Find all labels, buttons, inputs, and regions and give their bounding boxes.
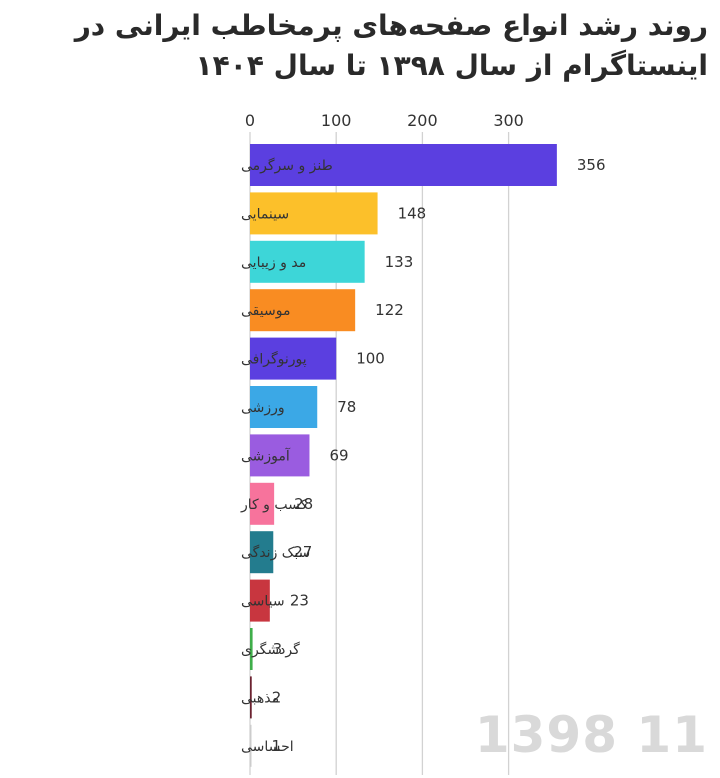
value-label: 23 bbox=[290, 592, 309, 610]
bar bbox=[250, 724, 252, 767]
bar bbox=[250, 386, 318, 428]
category-label: کسب و کار bbox=[240, 497, 308, 513]
category-label: سینمایی bbox=[241, 206, 289, 222]
category-label: مد و زیبایی bbox=[241, 255, 306, 271]
category-label: ورزشی bbox=[241, 400, 285, 416]
bar bbox=[250, 482, 275, 525]
value-label: 27 bbox=[293, 543, 312, 561]
value-label: 69 bbox=[329, 446, 348, 464]
category-label: موسیقی bbox=[241, 303, 290, 319]
value-label: 28 bbox=[294, 495, 313, 513]
bar bbox=[250, 676, 252, 719]
bar bbox=[250, 144, 557, 186]
bar bbox=[250, 192, 378, 235]
value-label: 356 bbox=[577, 156, 606, 174]
x-tick-label: 100 bbox=[321, 111, 352, 130]
bar bbox=[250, 434, 310, 477]
period-label: 1398 11 bbox=[474, 706, 708, 764]
bar bbox=[250, 337, 337, 380]
value-label: 100 bbox=[356, 350, 385, 368]
value-label: 3 bbox=[273, 640, 283, 658]
bar bbox=[250, 579, 270, 622]
value-label: 1 bbox=[272, 737, 282, 755]
bar bbox=[250, 240, 365, 283]
category-label: احساسی bbox=[241, 739, 294, 755]
category-label: سبک زندگی bbox=[241, 544, 310, 561]
value-label: 2 bbox=[272, 688, 282, 706]
x-tick-label: 200 bbox=[407, 111, 438, 130]
category-label: آموزشی bbox=[241, 447, 291, 464]
category-label: گردشگری bbox=[241, 641, 300, 658]
chart-title: روند رشد انواع صفحه‌های پرمخاطب ایرانی د… bbox=[74, 9, 708, 82]
value-label: 122 bbox=[375, 301, 404, 319]
x-tick-label: 300 bbox=[493, 111, 524, 130]
bar bbox=[250, 289, 356, 332]
bar bbox=[250, 628, 253, 670]
category-label: طنز و سرگرمی bbox=[241, 157, 333, 174]
value-label: 148 bbox=[398, 204, 427, 222]
bar bbox=[250, 531, 274, 574]
x-tick-label: 0 bbox=[245, 111, 255, 130]
category-label: مذهبی bbox=[241, 690, 279, 706]
category-label: سیاسی bbox=[241, 594, 285, 610]
value-label: 133 bbox=[385, 253, 414, 271]
value-label: 78 bbox=[337, 398, 356, 416]
category-label: پورنوگرافی bbox=[241, 351, 307, 368]
